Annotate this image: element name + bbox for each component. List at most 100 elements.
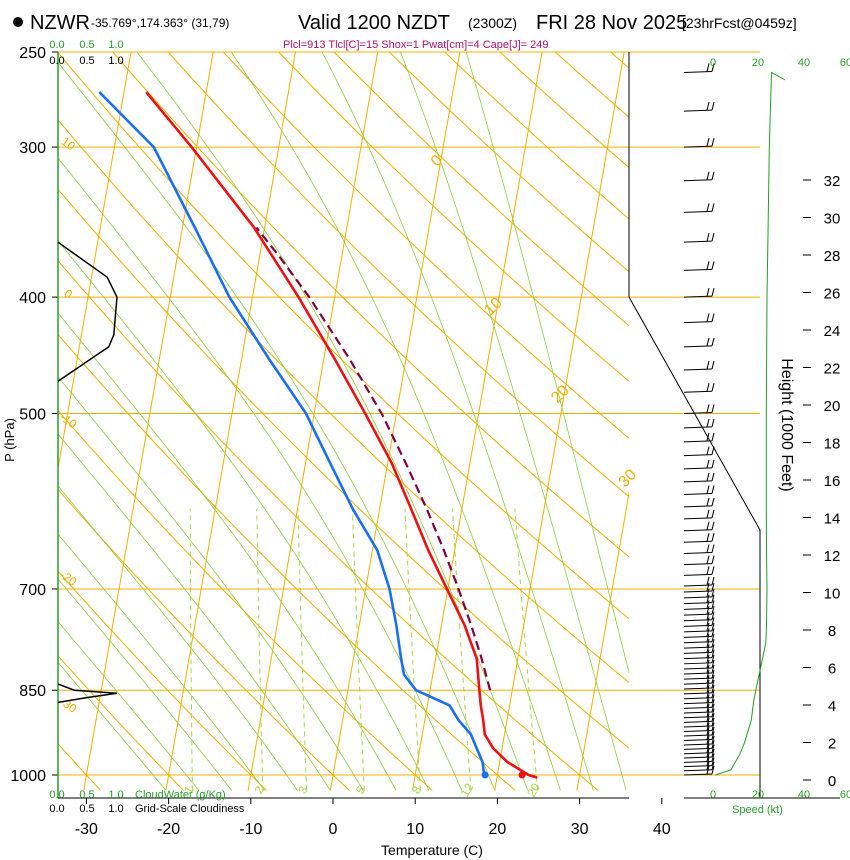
- dewpoint-line: [98, 91, 486, 776]
- top-speed-tick: 0: [710, 57, 716, 69]
- surface-temperature-marker: [518, 771, 526, 779]
- wind-barb-flag: [706, 101, 710, 111]
- y-axis-label: P (hPa): [2, 418, 17, 462]
- wind-barb: [683, 171, 715, 182]
- wind-barb-staff: [683, 619, 713, 622]
- x-tick-label: 20: [489, 821, 507, 838]
- wind-barb-staff: [683, 529, 713, 532]
- x-tick-label: 10: [406, 821, 424, 838]
- station-coords: -35.769°,174.363° (31,79): [91, 16, 229, 30]
- x-tick-label: 0: [329, 821, 338, 838]
- wind-barb-flag: [706, 233, 710, 242]
- wind-barb-staff: [683, 702, 713, 705]
- wind-barb-flag: [711, 622, 715, 631]
- wind-barb-flag: [711, 713, 715, 722]
- x-tick-label: -30: [75, 821, 98, 838]
- wind-barb-staff: [683, 756, 713, 759]
- station-dot-icon: [13, 17, 23, 27]
- cloudwater-legend: CloudWater (g/Kg): [135, 789, 226, 801]
- isotherm-line: [412, 52, 543, 791]
- mixing-ratio-line: [404, 508, 421, 791]
- wind-barb-flag: [706, 459, 710, 468]
- height-tick-label: 18: [824, 436, 841, 453]
- wind-barb-flag: [706, 703, 710, 713]
- sounding-profiles: [98, 91, 538, 779]
- wind-barb: [683, 606, 715, 616]
- bottom-cloudiness-tick: 0.0: [49, 803, 64, 815]
- wind-barb-staff: [683, 624, 713, 627]
- height-tick-label: 10: [824, 586, 841, 603]
- wind-barb: [683, 674, 715, 685]
- isotherm-label: 20: [548, 382, 573, 407]
- wind-barb: [683, 644, 715, 654]
- wind-barb-staff: [683, 492, 713, 495]
- wind-barb-staff: [683, 613, 713, 616]
- wind-barb-flag: [711, 383, 715, 392]
- wind-barb-flag: [706, 699, 710, 708]
- forecast-hour: [23hrFcst@0459z]: [682, 15, 797, 31]
- wind-barb-flag: [711, 726, 715, 736]
- wind-barb-staff: [683, 345, 713, 348]
- wind-barb: [683, 521, 715, 532]
- height-tick-label: 6: [828, 661, 836, 678]
- height-tick-label: 8: [828, 623, 836, 640]
- wind-barb-flag: [711, 753, 715, 762]
- wind-barb-staff: [683, 563, 713, 566]
- wind-barb-flag: [711, 588, 715, 597]
- wind-barb-flag: [706, 261, 710, 270]
- wind-barb-flag: [711, 735, 715, 745]
- isotherm-label: 0: [428, 152, 446, 170]
- x-axis-label: Temperature (C): [381, 842, 483, 858]
- wind-barb-flag: [706, 617, 710, 626]
- dry-adiabat-line: [499, 52, 629, 169]
- top-cloudiness-tick: 0.5: [79, 55, 94, 67]
- isotherm-line: [247, 52, 379, 791]
- moist-adiabat-line: [58, 620, 200, 791]
- wind-barb-flag: [711, 731, 715, 740]
- wind-barbs: [683, 63, 715, 776]
- wind-barb: [683, 544, 715, 555]
- wind-barb: [683, 472, 715, 483]
- pressure-tick-label: 400: [19, 290, 46, 307]
- isotherm-label: 30: [616, 466, 641, 491]
- moist-adiabat-line: [58, 661, 167, 791]
- wind-barb-flag: [706, 654, 710, 663]
- wind-barb: [683, 459, 715, 470]
- wind-barb-staff: [683, 517, 713, 520]
- pressure-tick-label: 300: [19, 140, 46, 157]
- mixing-ratio-label: 8: [409, 783, 425, 796]
- pressure-tick-label: 250: [19, 45, 46, 62]
- wind-barb-flag: [711, 432, 715, 442]
- moist-adiabat-line: [58, 61, 496, 791]
- wind-barb-flag: [711, 459, 715, 468]
- low-cloud-line: [57, 683, 118, 704]
- top-cloudwater-tick: 0.5: [79, 39, 94, 51]
- bottom-cloudwater-tick: 1.0: [108, 789, 123, 801]
- wind-barb-staff: [683, 540, 713, 543]
- wind-barb-flag: [706, 649, 710, 658]
- dry-adiabat-line: [112, 52, 629, 558]
- mixing-ratio-label: 20: [524, 780, 543, 799]
- dry-adiabat-line: [333, 52, 629, 327]
- bottom-cloudiness-tick: 0.5: [79, 803, 94, 815]
- wind-barb-staff: [683, 630, 713, 633]
- wind-barb: [683, 699, 715, 709]
- mixing-ratio-line: [452, 508, 472, 791]
- x-tick-label: -10: [239, 821, 262, 838]
- upper-cloud-line: [57, 241, 118, 382]
- wind-barb-flag: [711, 544, 715, 553]
- moist-adiabat-line: [465, 52, 629, 674]
- wind-barb-flag: [706, 418, 710, 428]
- wind-barb-flag: [706, 360, 710, 370]
- wind-barb-flag: [711, 576, 715, 586]
- wind-barb: [683, 233, 715, 243]
- wind-barb-staff: [683, 440, 713, 443]
- isotherm-grid: [58, 52, 629, 791]
- wind-barb-flag: [711, 664, 715, 674]
- cloudiness-legend: Grid-Scale Cloudiness: [135, 803, 245, 815]
- wind-barb-staff: [683, 646, 713, 649]
- dry-adiabat-line: [389, 52, 629, 273]
- wind-barb-flag: [711, 644, 715, 653]
- wind-barb-staff: [683, 602, 713, 605]
- pressure-tick-label: 500: [19, 407, 46, 424]
